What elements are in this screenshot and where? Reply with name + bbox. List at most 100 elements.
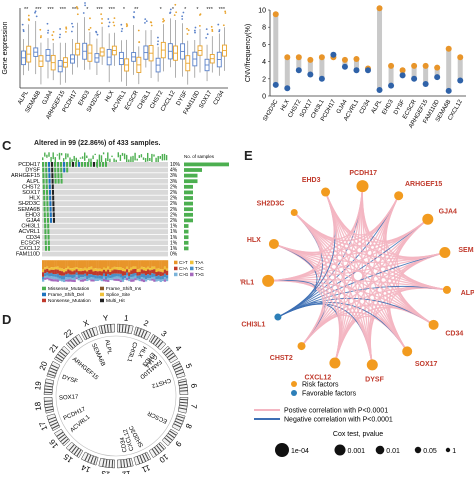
significance-mark: **	[24, 7, 29, 13]
snv-segment	[153, 277, 155, 279]
snv-segment	[50, 270, 52, 273]
gain-point	[273, 11, 279, 17]
mutation-cell	[44, 229, 46, 234]
snv-segment	[86, 260, 88, 268]
snv-segment	[63, 280, 65, 282]
gene-freq-bar	[184, 179, 198, 183]
snv-segment	[53, 260, 55, 267]
snv-segment	[130, 270, 132, 274]
snv-segment	[126, 273, 128, 276]
tmb-bar	[74, 156, 75, 161]
snv-segment	[145, 271, 147, 275]
gene-freq-bar	[184, 163, 229, 167]
outlier-point	[138, 41, 140, 43]
snv-segment	[124, 260, 126, 269]
mutation-legend-label: Missense_Mutation	[48, 286, 90, 292]
loss-point	[446, 88, 452, 94]
snv-segment	[149, 278, 151, 280]
mutation-legend-swatch	[42, 287, 46, 291]
risk-legend-dot	[291, 381, 297, 387]
mutation-cell	[54, 168, 56, 173]
snv-segment	[82, 260, 84, 268]
cox-legend-title: Cox test, pvalue	[333, 431, 383, 438]
y-tick-label: 8	[262, 25, 266, 32]
snv-segment	[111, 268, 113, 271]
snv-segment	[101, 260, 103, 269]
snv-segment	[147, 269, 149, 274]
gain-point	[296, 54, 302, 60]
mutation-cell	[52, 184, 54, 189]
snv-segment	[84, 279, 86, 281]
snv-segment	[82, 275, 84, 278]
outlier-point	[121, 30, 123, 32]
snv-segment	[48, 270, 50, 273]
oncoplot-row-bg	[42, 224, 168, 229]
snv-segment	[86, 269, 88, 272]
snv-segment	[84, 277, 86, 279]
outlier-point	[174, 4, 176, 6]
snv-segment	[153, 269, 155, 274]
outlier-point	[183, 12, 185, 14]
gene-freq-bar	[184, 207, 193, 211]
mutation-cell	[43, 190, 45, 195]
outlier-point	[59, 34, 61, 36]
loss-point	[307, 72, 313, 78]
node-label: SOX17	[415, 361, 438, 368]
snv-legend-label: T>G	[195, 272, 204, 277]
significance-mark: *	[184, 7, 187, 13]
snv-segment	[90, 279, 92, 281]
gain-point	[284, 54, 290, 60]
outlier-point	[223, 24, 225, 26]
snv-segment	[160, 260, 162, 269]
snv-segment	[92, 275, 94, 278]
oncoplot-title: Altered in 99 (22.86%) of 433 samples.	[34, 140, 160, 147]
mutation-cell	[87, 162, 89, 167]
outlier-point	[36, 15, 38, 17]
tmb-bar	[132, 156, 133, 163]
snv-segment	[74, 274, 76, 277]
snv-segment	[113, 277, 115, 279]
significance-mark: ***	[60, 7, 67, 13]
tmb-bar	[44, 153, 45, 157]
mutation-cell	[50, 218, 52, 223]
outlier-point	[35, 10, 37, 12]
oncoplot-row-bg	[42, 252, 168, 257]
mutation-cell	[47, 229, 49, 234]
snv-segment	[76, 275, 78, 277]
snv-segment	[113, 267, 115, 270]
chromosome-band	[111, 324, 112, 332]
outlier-point	[59, 36, 61, 38]
snv-segment	[53, 279, 55, 281]
snv-segment	[61, 268, 63, 271]
snv-legend-label: T>C	[195, 266, 204, 271]
outlier-point	[76, 6, 78, 8]
outlier-point	[90, 27, 92, 29]
snv-legend-swatch	[190, 273, 194, 277]
tmb-bar	[162, 154, 163, 160]
gain-point	[353, 56, 359, 62]
risk-node	[356, 180, 368, 192]
gain-point	[423, 63, 429, 69]
snv-segment	[46, 267, 48, 269]
gene-freq-bar	[184, 191, 193, 195]
snv-segment	[113, 260, 115, 267]
snv-segment	[88, 270, 90, 274]
cox-size-dot	[446, 448, 450, 452]
snv-segment	[101, 271, 103, 275]
outlier-point	[187, 33, 189, 35]
snv-segment	[162, 276, 164, 280]
snv-segment	[53, 277, 55, 280]
gain-point	[434, 65, 440, 71]
snv-segment	[78, 274, 80, 278]
loss-point	[377, 87, 383, 93]
outlier-point	[195, 27, 197, 29]
outlier-point	[181, 18, 183, 20]
node-label: EHD3	[302, 177, 321, 184]
snv-segment	[55, 269, 57, 274]
snv-segment	[65, 271, 67, 274]
snv-segment	[50, 273, 52, 276]
snv-segment	[55, 267, 57, 270]
snv-segment	[71, 268, 73, 271]
snv-segment	[158, 275, 160, 279]
snv-segment	[63, 276, 65, 280]
